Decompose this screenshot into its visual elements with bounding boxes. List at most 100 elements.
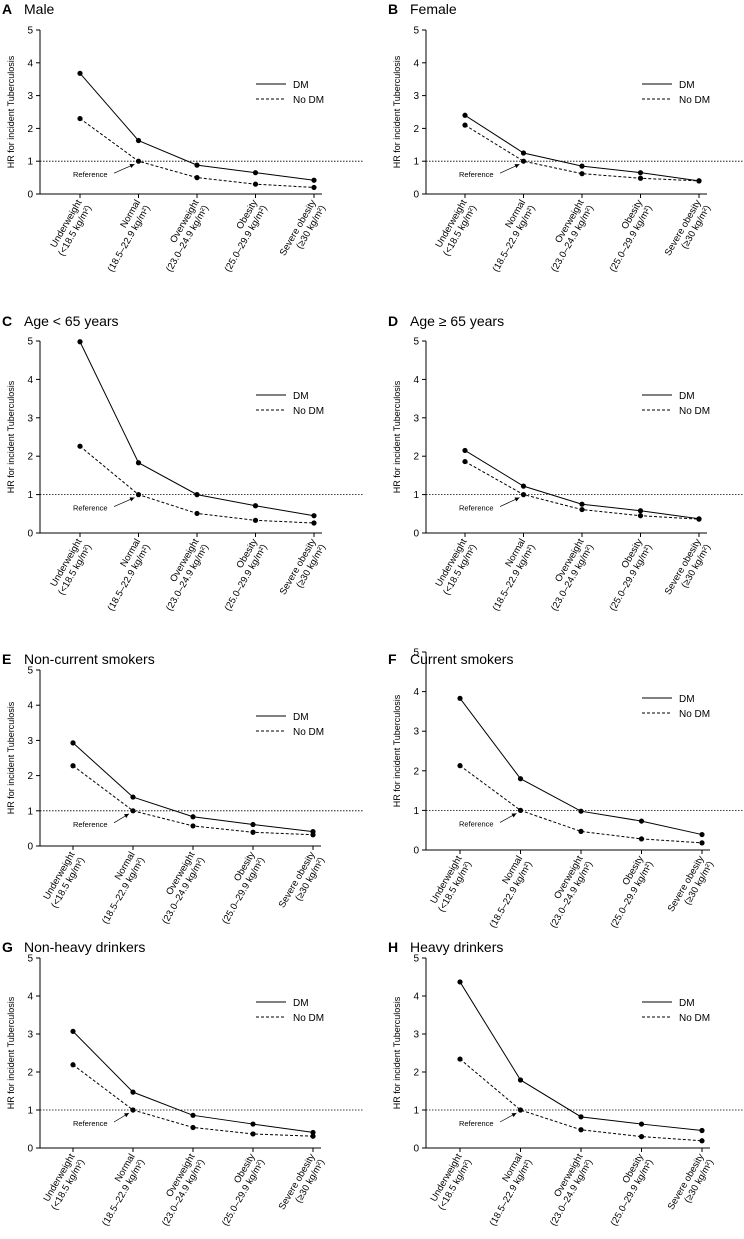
panel-letter: H: [388, 939, 398, 955]
y-tick-label: 0: [27, 842, 33, 853]
data-point-dm: [70, 1028, 76, 1034]
data-point-dm: [520, 150, 527, 156]
data-point-dm: [130, 1089, 136, 1095]
data-point-dm: [457, 695, 463, 701]
y-tick-label: 3: [27, 413, 33, 424]
y-tick-label: 1: [27, 806, 33, 817]
y-tick-label: 3: [413, 1030, 419, 1041]
reference-annotation: Reference: [73, 504, 108, 513]
y-axis-title: HR for incident Tuberculosis: [6, 701, 16, 814]
panel-letter: C: [2, 313, 12, 329]
data-point-dm: [311, 513, 317, 519]
reference-annotation: Reference: [73, 1119, 108, 1128]
x-tick-label: Underweight(<18.5 kg/m²): [427, 854, 475, 914]
y-axis-title: HR for incident Tuberculosis: [392, 55, 402, 168]
data-point-no-dm: [311, 184, 317, 191]
y-tick-label: 5: [413, 26, 419, 37]
x-tick-label: Obesity(25.0–29.9 kg/m²): [213, 198, 270, 274]
reference-annotation: Reference: [459, 170, 494, 179]
x-tick-label: Severe obesity(≥30 kg/m²): [278, 537, 329, 603]
y-tick-label: 4: [27, 375, 33, 386]
data-point-dm: [190, 1112, 196, 1118]
reference-arrowhead: [511, 813, 517, 818]
data-point-dm: [637, 508, 644, 514]
legend-label-dm: DM: [293, 712, 309, 723]
x-tick-label: Obesity(25.0–29.9 kg/m²): [211, 850, 268, 926]
data-point-no-dm: [70, 1062, 76, 1068]
data-point-no-dm: [457, 1056, 463, 1062]
data-point-dm: [194, 492, 200, 498]
legend-label-no-dm: No DM: [679, 95, 710, 106]
x-tick-label: Underweight(<18.5 kg/m²): [47, 537, 95, 597]
legend-label-no-dm: No DM: [293, 727, 324, 738]
data-point-dm: [252, 503, 259, 509]
x-tick-label: Normal(18.5–22.9 kg/m²): [478, 854, 535, 930]
panel-title: Female: [410, 1, 457, 17]
data-point-dm: [252, 170, 259, 176]
data-point-dm: [311, 177, 317, 183]
chart-panel-c: C Age < 65 years 0 1 2 3 4 5 HR for incident Tub…: [2, 313, 363, 613]
data-point-no-dm: [250, 1131, 256, 1137]
y-axis-title: HR for incident Tuberculosis: [6, 996, 16, 1109]
y-tick-label: 5: [413, 648, 419, 659]
y-tick-label: 4: [413, 687, 419, 698]
reference-arrowhead: [124, 813, 129, 819]
y-tick-label: 2: [27, 1068, 33, 1079]
x-tick-label: Normal(18.5–22.9 kg/m²): [91, 850, 148, 926]
y-tick-label: 4: [413, 58, 419, 69]
legend-label-dm: DM: [293, 998, 309, 1009]
series-line-dm: [79, 341, 315, 517]
data-point-no-dm: [77, 443, 83, 449]
y-tick-label: 0: [413, 846, 419, 857]
reference-arrowhead: [124, 1113, 129, 1118]
y-tick-label: 0: [413, 190, 419, 201]
panel-letter: F: [388, 651, 397, 667]
y-tick-label: 3: [413, 413, 419, 424]
x-tick-label: Normal(18.5–22.9 kg/m²): [96, 537, 153, 613]
data-point-no-dm: [578, 1127, 584, 1133]
y-tick-label: 1: [413, 1106, 419, 1117]
series-line-dm: [459, 981, 703, 1132]
reference-annotation: Reference: [459, 504, 494, 513]
data-point-dm: [517, 1077, 524, 1083]
data-point-no-dm: [130, 1107, 136, 1113]
x-tick-label: Obesity(25.0–29.9 kg/m²): [599, 1152, 656, 1228]
y-tick-label: 4: [27, 992, 33, 1003]
y-tick-label: 3: [413, 727, 419, 738]
panel-letter: E: [2, 651, 11, 667]
chart-panel-f: F Current smokers 0 1 2 3 4 5 HR for incident Tu…: [388, 648, 744, 930]
x-tick-label: Underweight(<18.5 kg/m²): [40, 850, 88, 910]
data-point-dm: [699, 1127, 705, 1134]
panel-title: Age < 65 years: [24, 313, 119, 329]
reference-annotation: Reference: [73, 170, 108, 179]
x-tick-label: Overweight(23.0–24.9 kg/m²): [155, 537, 212, 613]
y-axis-title: HR for incident Tuberculosis: [392, 996, 402, 1109]
x-tick-label: Severe obesity(≥30 kg/m²): [666, 1152, 717, 1218]
panel-letter: B: [388, 1, 398, 17]
data-point-dm: [194, 162, 200, 168]
reference-annotation: Reference: [459, 819, 494, 828]
y-tick-label: 3: [27, 91, 33, 102]
panel-title: Non-current smokers: [24, 651, 155, 667]
x-tick-label: Severe obesity(≥30 kg/m²): [277, 850, 328, 916]
chart-panel-a: A Male 0 1 2 3 4 5 HR for incident Tuberculosis U…: [2, 1, 363, 274]
data-point-no-dm: [311, 520, 317, 526]
data-point-dm: [77, 339, 83, 345]
y-tick-label: 2: [413, 452, 419, 463]
data-point-dm: [638, 818, 645, 824]
panel-title: Current smokers: [410, 651, 513, 667]
x-tick-label: Obesity(25.0–29.9 kg/m²): [213, 537, 270, 613]
y-tick-label: 0: [27, 190, 33, 201]
y-tick-label: 0: [413, 1144, 419, 1155]
y-tick-label: 1: [27, 1106, 33, 1117]
legend-label-dm: DM: [679, 998, 695, 1009]
x-tick-label: Obesity(25.0–29.9 kg/m²): [211, 1152, 268, 1228]
x-tick-label: Underweight(<18.5 kg/m²): [40, 1152, 88, 1212]
legend-label-dm: DM: [679, 694, 695, 705]
data-point-no-dm: [517, 1107, 524, 1113]
data-point-no-dm: [194, 510, 200, 517]
data-point-no-dm: [578, 828, 584, 834]
y-tick-label: 1: [413, 157, 419, 168]
y-tick-label: 5: [27, 666, 33, 677]
